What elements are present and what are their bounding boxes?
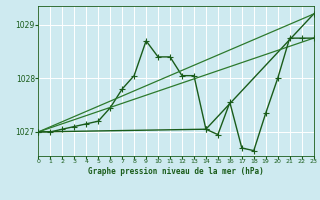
X-axis label: Graphe pression niveau de la mer (hPa): Graphe pression niveau de la mer (hPa) (88, 167, 264, 176)
